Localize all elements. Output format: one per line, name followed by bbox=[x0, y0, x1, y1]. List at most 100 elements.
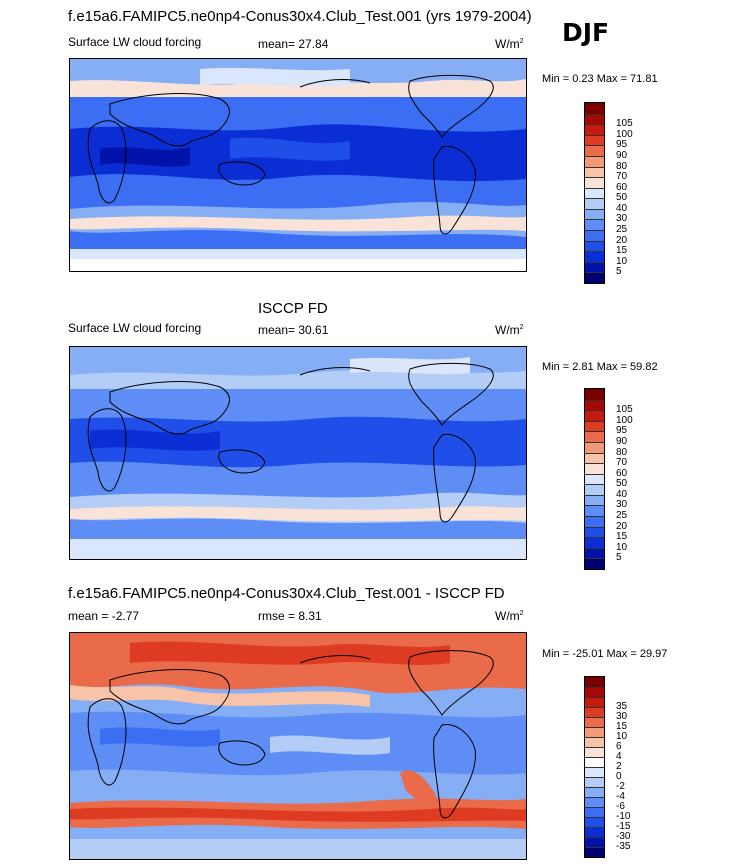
colorbar-swatch bbox=[585, 166, 604, 178]
colorbar-tick-label: 15 bbox=[616, 245, 628, 257]
colorbar-tick-label: 0 bbox=[616, 771, 622, 782]
colorbar-swatch bbox=[585, 463, 604, 474]
colorbar-tick-label: -10 bbox=[616, 811, 631, 822]
colorbar-tick-label: -4 bbox=[616, 791, 625, 802]
colorbar-swatch bbox=[585, 526, 604, 538]
colorbar-swatch bbox=[585, 155, 604, 167]
panel3-mean: mean = -2.77 bbox=[68, 609, 140, 623]
colorbar-swatch bbox=[585, 797, 604, 807]
colorbar-swatch bbox=[585, 537, 604, 548]
panel2-map bbox=[69, 346, 527, 560]
colorbar-swatch bbox=[585, 677, 604, 687]
colorbar-swatch bbox=[585, 230, 604, 241]
colorbar-tick-label: 2 bbox=[616, 761, 622, 772]
colorbar-tick-label: 90 bbox=[616, 149, 628, 161]
colorbar-swatch bbox=[585, 777, 604, 787]
colorbar-tick-label: 5 bbox=[616, 266, 622, 278]
colorbar-swatch bbox=[585, 787, 604, 797]
colorbar-tick-label: 10 bbox=[616, 541, 628, 553]
panel3-subtitle: f.e15a6.FAMIPC5.ne0np4-Conus30x4.Club_Te… bbox=[68, 585, 505, 602]
colorbar-tick-label: 40 bbox=[616, 488, 628, 500]
panel3-colorbar: 35 30 15 10 6 4 2 0 -2 -4 -6 -10 -15 -30 -35 bbox=[584, 676, 630, 858]
colorbar-swatch bbox=[585, 103, 604, 114]
colorbar-swatch bbox=[585, 134, 604, 146]
colorbar-swatch bbox=[585, 198, 604, 209]
colorbar-swatch bbox=[585, 747, 604, 757]
colorbar-tick-label: -30 bbox=[616, 831, 631, 842]
colorbar-swatch bbox=[585, 827, 604, 837]
colorbar-swatch bbox=[585, 187, 604, 199]
colorbar-tick-label: 50 bbox=[616, 478, 628, 490]
colorbar-swatch bbox=[585, 272, 604, 283]
colorbar-tick-label: -6 bbox=[616, 801, 625, 812]
colorbar-swatch bbox=[585, 516, 604, 527]
colorbar-tick-label: 5 bbox=[616, 552, 622, 564]
main-title: f.e15a6.FAMIPC5.ne0np4-Conus30x4.Club_Te… bbox=[68, 8, 532, 25]
colorbar-tick-label: -35 bbox=[616, 841, 631, 852]
colorbar-swatch bbox=[585, 473, 604, 485]
colorbar-swatch bbox=[585, 505, 604, 517]
colorbar-tick-label: 20 bbox=[616, 234, 628, 246]
colorbar-tick-label: 60 bbox=[616, 181, 628, 193]
panel2-units: W/m2 bbox=[495, 323, 524, 337]
colorbar-tick-label: 40 bbox=[616, 202, 628, 214]
colorbar-tick-label: 90 bbox=[616, 435, 628, 447]
colorbar-tick-label: 25 bbox=[616, 510, 628, 522]
colorbar-swatch bbox=[585, 847, 604, 857]
colorbar-tick-label: 35 bbox=[616, 701, 628, 712]
colorbar-tick-label: 70 bbox=[616, 171, 628, 183]
colorbar-swatch bbox=[585, 547, 604, 559]
colorbar-tick-label: 15 bbox=[616, 531, 628, 543]
colorbar-swatch bbox=[585, 767, 604, 777]
colorbar-swatch bbox=[585, 817, 604, 827]
colorbar-swatch bbox=[585, 261, 604, 273]
colorbar-swatch bbox=[585, 494, 604, 506]
colorbar-tick-label: 30 bbox=[616, 499, 628, 511]
panel2-minmax: Min = 2.81 Max = 59.82 bbox=[542, 361, 658, 373]
colorbar-tick-label: 95 bbox=[616, 425, 628, 437]
colorbar-tick-label: 95 bbox=[616, 139, 628, 151]
colorbar-swatch bbox=[585, 420, 604, 432]
colorbar-swatch bbox=[585, 113, 604, 125]
colorbar-tick-label: 4 bbox=[616, 751, 622, 762]
colorbar-tick-label: -2 bbox=[616, 781, 625, 792]
colorbar-tick-label: 15 bbox=[616, 721, 628, 732]
colorbar-swatch bbox=[585, 727, 604, 737]
colorbar-swatch bbox=[585, 697, 604, 707]
colorbar-swatch bbox=[585, 177, 604, 188]
colorbar-tick-label: 100 bbox=[616, 128, 633, 140]
colorbar-swatch bbox=[585, 837, 604, 847]
panel2-subtitle: ISCCP FD bbox=[258, 300, 328, 317]
panel3-map bbox=[69, 632, 527, 860]
colorbar-swatch bbox=[585, 452, 604, 464]
colorbar-swatch bbox=[585, 807, 604, 817]
panel1-units: W/m2 bbox=[495, 37, 524, 51]
season-label: DJF bbox=[562, 18, 610, 47]
colorbar-tick-label: 100 bbox=[616, 414, 633, 426]
colorbar-swatch bbox=[585, 389, 604, 400]
colorbar-tick-label: 25 bbox=[616, 224, 628, 236]
colorbar-swatch bbox=[585, 707, 604, 717]
colorbar-tick-label: 105 bbox=[616, 404, 633, 416]
colorbar-tick-label: 80 bbox=[616, 160, 628, 172]
colorbar-tick-label: 10 bbox=[616, 255, 628, 267]
colorbar-swatch bbox=[585, 737, 604, 747]
colorbar-swatch bbox=[585, 208, 604, 220]
colorbar-swatch bbox=[585, 484, 604, 495]
colorbar-tick-label: 10 bbox=[616, 731, 628, 742]
colorbar-swatch bbox=[585, 410, 604, 421]
colorbar-swatch bbox=[585, 687, 604, 697]
panel3-units: W/m2 bbox=[495, 609, 524, 623]
colorbar-swatch bbox=[585, 717, 604, 727]
panel1-map bbox=[69, 58, 527, 272]
colorbar-tick-label: 20 bbox=[616, 520, 628, 532]
panel1-variable-label: Surface LW cloud forcing bbox=[68, 35, 202, 49]
colorbar-tick-label: 60 bbox=[616, 467, 628, 479]
colorbar-tick-label: 6 bbox=[616, 741, 622, 752]
colorbar-swatch bbox=[585, 251, 604, 262]
colorbar-swatch bbox=[585, 219, 604, 231]
panel3-minmax: Min = -25.01 Max = 29.97 bbox=[542, 648, 668, 660]
colorbar-tick-label: -15 bbox=[616, 821, 631, 832]
panel2-variable-label: Surface LW cloud forcing bbox=[68, 321, 202, 335]
colorbar-swatch bbox=[585, 441, 604, 453]
